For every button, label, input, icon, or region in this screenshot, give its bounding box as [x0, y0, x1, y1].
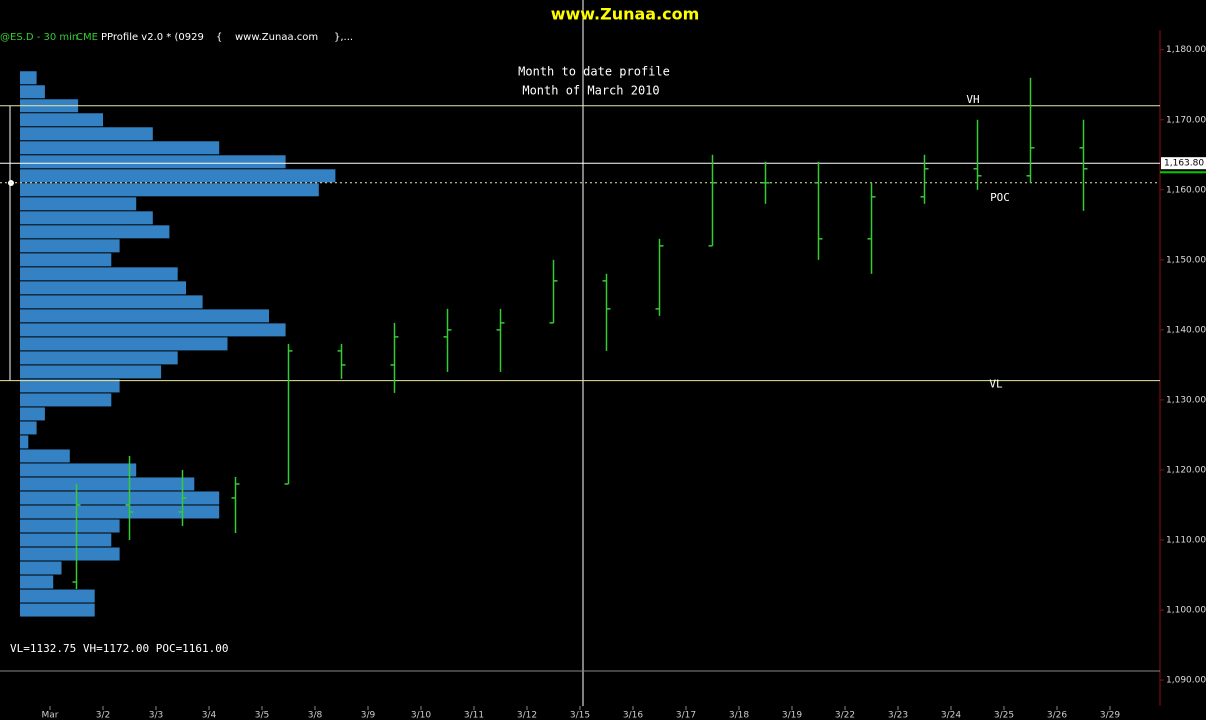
profile-bar	[20, 575, 54, 589]
profile-bar	[20, 421, 37, 435]
x-tick-label: 3/16	[623, 711, 643, 720]
header-site: www.Zunaa.com	[235, 32, 318, 43]
profile-bar	[20, 155, 286, 169]
x-tick-label: 3/5	[255, 711, 269, 720]
level-label: POC	[990, 191, 1010, 204]
x-tick-label: 3/18	[729, 711, 749, 720]
level-label: VH	[966, 93, 979, 106]
profile-bar	[20, 519, 120, 533]
profile-bar	[20, 267, 178, 281]
x-tick-label: 3/25	[994, 711, 1014, 720]
profile-bar	[20, 533, 112, 547]
x-tick-label: 3/4	[202, 711, 217, 720]
level-label: VL	[989, 378, 1003, 391]
x-tick-label: 3/8	[308, 711, 323, 720]
profile-bar	[20, 547, 120, 561]
x-tick-label: 3/17	[676, 711, 696, 720]
x-tick-label: 3/15	[570, 711, 590, 720]
last-price-box	[1161, 157, 1206, 170]
profile-bar	[20, 183, 319, 197]
profile-bar	[20, 491, 220, 505]
y-tick-label: 1,160.00	[1166, 185, 1206, 195]
profile-bar	[20, 295, 203, 309]
profile-stats: VL=1132.75 VH=1172.00 POC=1161.00	[10, 642, 229, 655]
header-exchange: CME	[76, 32, 98, 43]
x-tick-label: 3/29	[1100, 711, 1120, 720]
y-tick-label: 1,110.00	[1166, 536, 1206, 546]
profile-bar	[20, 351, 178, 365]
x-tick-label: 3/19	[782, 711, 802, 720]
profile-bar	[20, 127, 153, 141]
profile-bar	[20, 281, 186, 295]
profile-bar	[20, 309, 269, 323]
x-tick-label: 3/23	[888, 711, 908, 720]
x-tick-label: 3/3	[149, 711, 163, 720]
x-tick-label: 3/26	[1047, 711, 1067, 720]
header-rest: },...	[334, 32, 353, 43]
header-brace: {	[216, 32, 222, 43]
profile-bar	[20, 449, 70, 463]
watermark: www.Zunaa.com	[551, 5, 700, 24]
profile-bar	[20, 393, 112, 407]
chart-title: Month to date profile	[518, 65, 670, 79]
y-tick-label: 1,180.00	[1166, 45, 1206, 55]
y-tick-label: 1,090.00	[1166, 676, 1206, 686]
x-tick-label: 3/24	[941, 711, 961, 720]
y-tick-label: 1,130.00	[1166, 395, 1206, 405]
profile-bar	[20, 71, 37, 85]
y-tick-label: 1,140.00	[1166, 325, 1206, 335]
profile-bar	[20, 435, 29, 449]
profile-bar	[20, 211, 153, 225]
profile-bar	[20, 463, 137, 477]
profile-bar	[20, 85, 45, 99]
profile-bar	[20, 113, 103, 127]
profile-bar	[20, 337, 228, 351]
profile-bar	[20, 323, 286, 337]
header-symbol: @ES.D - 30 min	[0, 32, 78, 43]
profile-bar	[20, 561, 62, 575]
header-study: PProfile v2.0 * (0929	[101, 32, 204, 43]
x-tick-label: 3/11	[464, 711, 484, 720]
y-tick-label: 1,120.00	[1166, 465, 1206, 475]
x-tick-label: 3/2	[96, 711, 110, 720]
profile-bar	[20, 505, 220, 519]
profile-bar	[20, 253, 112, 267]
x-tick-label: 3/9	[361, 711, 376, 720]
profile-bar	[20, 197, 137, 211]
chart-subtitle: Month of March 2010	[522, 84, 659, 98]
x-tick-label: 3/10	[411, 711, 431, 720]
x-tick-label: 3/22	[835, 711, 855, 720]
profile-bar	[20, 589, 95, 603]
x-tick-label: Mar	[42, 711, 59, 720]
profile-bar	[20, 239, 120, 253]
profile-bar	[20, 603, 95, 617]
y-tick-label: 1,170.00	[1166, 115, 1206, 125]
profile-bar	[20, 407, 45, 421]
y-tick-label: 1,150.00	[1166, 255, 1206, 265]
profile-bar	[20, 365, 162, 379]
last-price-label: 1,163.80	[1164, 159, 1204, 169]
profile-bar	[20, 225, 170, 239]
profile-bar	[20, 477, 195, 491]
profile-bar	[20, 141, 220, 155]
x-tick-label: 3/12	[517, 711, 537, 720]
y-tick-label: 1,100.00	[1166, 606, 1206, 616]
profile-bar	[20, 379, 120, 393]
profile-bar	[20, 169, 336, 183]
